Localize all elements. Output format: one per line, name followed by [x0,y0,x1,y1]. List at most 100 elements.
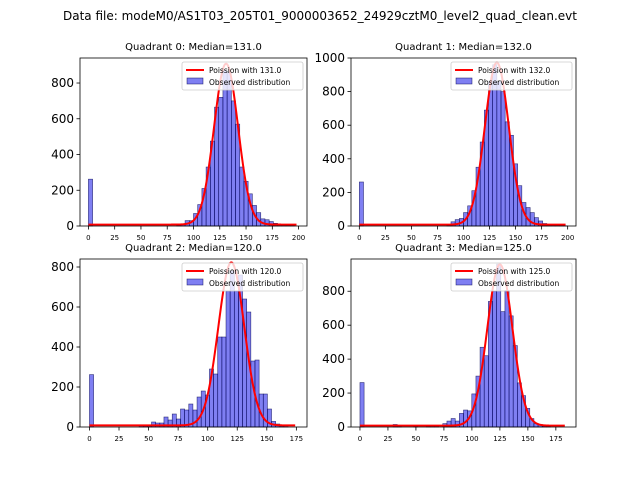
histogram-bar [496,81,502,227]
y-tick-label: 400 [322,152,345,166]
histogram-bar [359,382,365,428]
histogram-bar [231,100,236,227]
legend-bar-swatch [455,77,473,85]
x-tick-label: 50 [411,435,420,443]
legend-bar-swatch [186,77,204,85]
poisson-fit-line [359,61,566,226]
x-tick-label: 100 [201,435,214,443]
subplot-title: Quadrant 1: Median=132.0 [395,42,532,53]
y-tick-label: 400 [51,148,74,162]
y-tick-label: 0 [66,420,74,434]
y-tick-label: 200 [322,386,345,400]
subplot-title: Quadrant 2: Median=120.0 [125,243,262,254]
y-tick-label: 0 [66,219,74,233]
x-tick-label: 75 [163,234,172,242]
legend-bar-swatch [186,278,204,286]
histogram-bar [488,81,493,227]
histogram-bar [225,290,231,428]
y-tick-label: 200 [322,185,345,199]
y-tick-label: 600 [322,318,345,332]
histogram-bar [504,121,510,227]
y-tick-label: 600 [51,300,74,314]
x-tick-label: 25 [383,435,392,443]
legend-bar-swatch [455,278,473,286]
histogram-bar [359,181,364,227]
histogram-bar [504,290,510,428]
x-tick-label: 0 [87,435,91,443]
histogram-bar [221,336,227,428]
x-tick-label: 175 [266,234,279,242]
legend-box [181,61,304,91]
histogram-bar [218,97,224,227]
x-tick-label: 150 [509,234,522,242]
axes-frame [350,258,577,428]
histogram-bar [89,374,94,428]
x-tick-label: 175 [535,234,548,242]
y-tick-label: 800 [51,76,74,90]
y-tick-label: 200 [51,380,74,394]
y-tick-label: 0 [337,420,345,434]
x-tick-label: 0 [357,234,361,242]
histogram-bar [483,355,489,428]
subplot-quadrant-3: Quadrant 3: Median=125.0 0 200 400 600 800 0 25… [322,243,577,443]
histogram-bar [213,373,219,428]
histogram-bar [463,409,468,428]
y-tick-label: 800 [322,284,345,298]
histogram-bar [88,178,93,227]
legend: Poission with 120.0 Observed distribution [181,262,304,292]
x-tick-label: 150 [260,435,273,443]
histogram-bar [500,91,506,227]
y-tick-label: 800 [51,260,74,274]
figure-suptitle: Data file: modeM0/AS1T03_205T01_90000036… [63,9,577,23]
x-tick-label: 75 [174,435,183,443]
legend-label-observed: Observed distribution [209,78,290,87]
x-tick-label: 150 [239,234,252,242]
legend-label-poisson: Poission with 131.0 [209,66,282,75]
x-tick-label: 25 [110,234,119,242]
x-tick-label: 150 [521,435,534,443]
y-tick-label: 600 [322,118,345,132]
axes-frame [79,258,308,428]
x-tick-label: 0 [86,234,90,242]
legend-label-poisson: Poission with 120.0 [209,267,282,276]
histogram-bar [229,270,235,428]
histogram-bar [233,290,239,428]
y-tick-label: 0 [337,219,345,233]
x-tick-label: 75 [439,435,448,443]
x-tick-label: 125 [213,234,226,242]
legend-label-poisson: Poission with 125.0 [478,267,551,276]
subplot-title: Quadrant 0: Median=131.0 [125,42,262,53]
legend-label-observed: Observed distribution [478,279,559,288]
y-tick-label: 1000 [314,51,345,65]
legend: Poission with 125.0 Observed distribution [450,262,573,292]
legend: Poission with 132.0 Observed distribution [450,61,573,91]
legend-label-poisson: Poission with 132.0 [478,66,551,75]
x-tick-label: 125 [483,234,496,242]
subplot-quadrant-0: Quadrant 0: Median=131.0 0 200 400 600 800 0 25… [51,42,308,242]
subplot-quadrant-1: Quadrant 1: Median=132.0 0 200 400 600 800 100… [314,42,577,242]
x-tick-label: 100 [465,435,478,443]
y-tick-label: 200 [51,183,74,197]
x-tick-label: 50 [136,234,145,242]
x-tick-label: 200 [292,234,305,242]
legend-label-observed: Observed distribution [209,279,290,288]
histogram-bar [192,409,198,428]
legend-box [450,262,573,292]
histogram-bar [239,166,245,227]
histogram-bar [217,336,223,428]
poisson-fit-line [359,263,565,427]
x-tick-label: 200 [561,234,574,242]
x-tick-label: 50 [407,234,416,242]
histogram-bar [226,71,232,227]
histogram-bar [500,311,506,428]
y-tick-label: 600 [51,112,74,126]
legend-box [450,61,573,91]
histogram-bar [196,396,202,428]
y-tick-label: 800 [322,85,345,99]
x-tick-label: 75 [433,234,442,242]
x-tick-label: 25 [381,234,390,242]
legend-box [181,262,304,292]
x-tick-label: 175 [290,435,303,443]
x-tick-label: 100 [187,234,200,242]
